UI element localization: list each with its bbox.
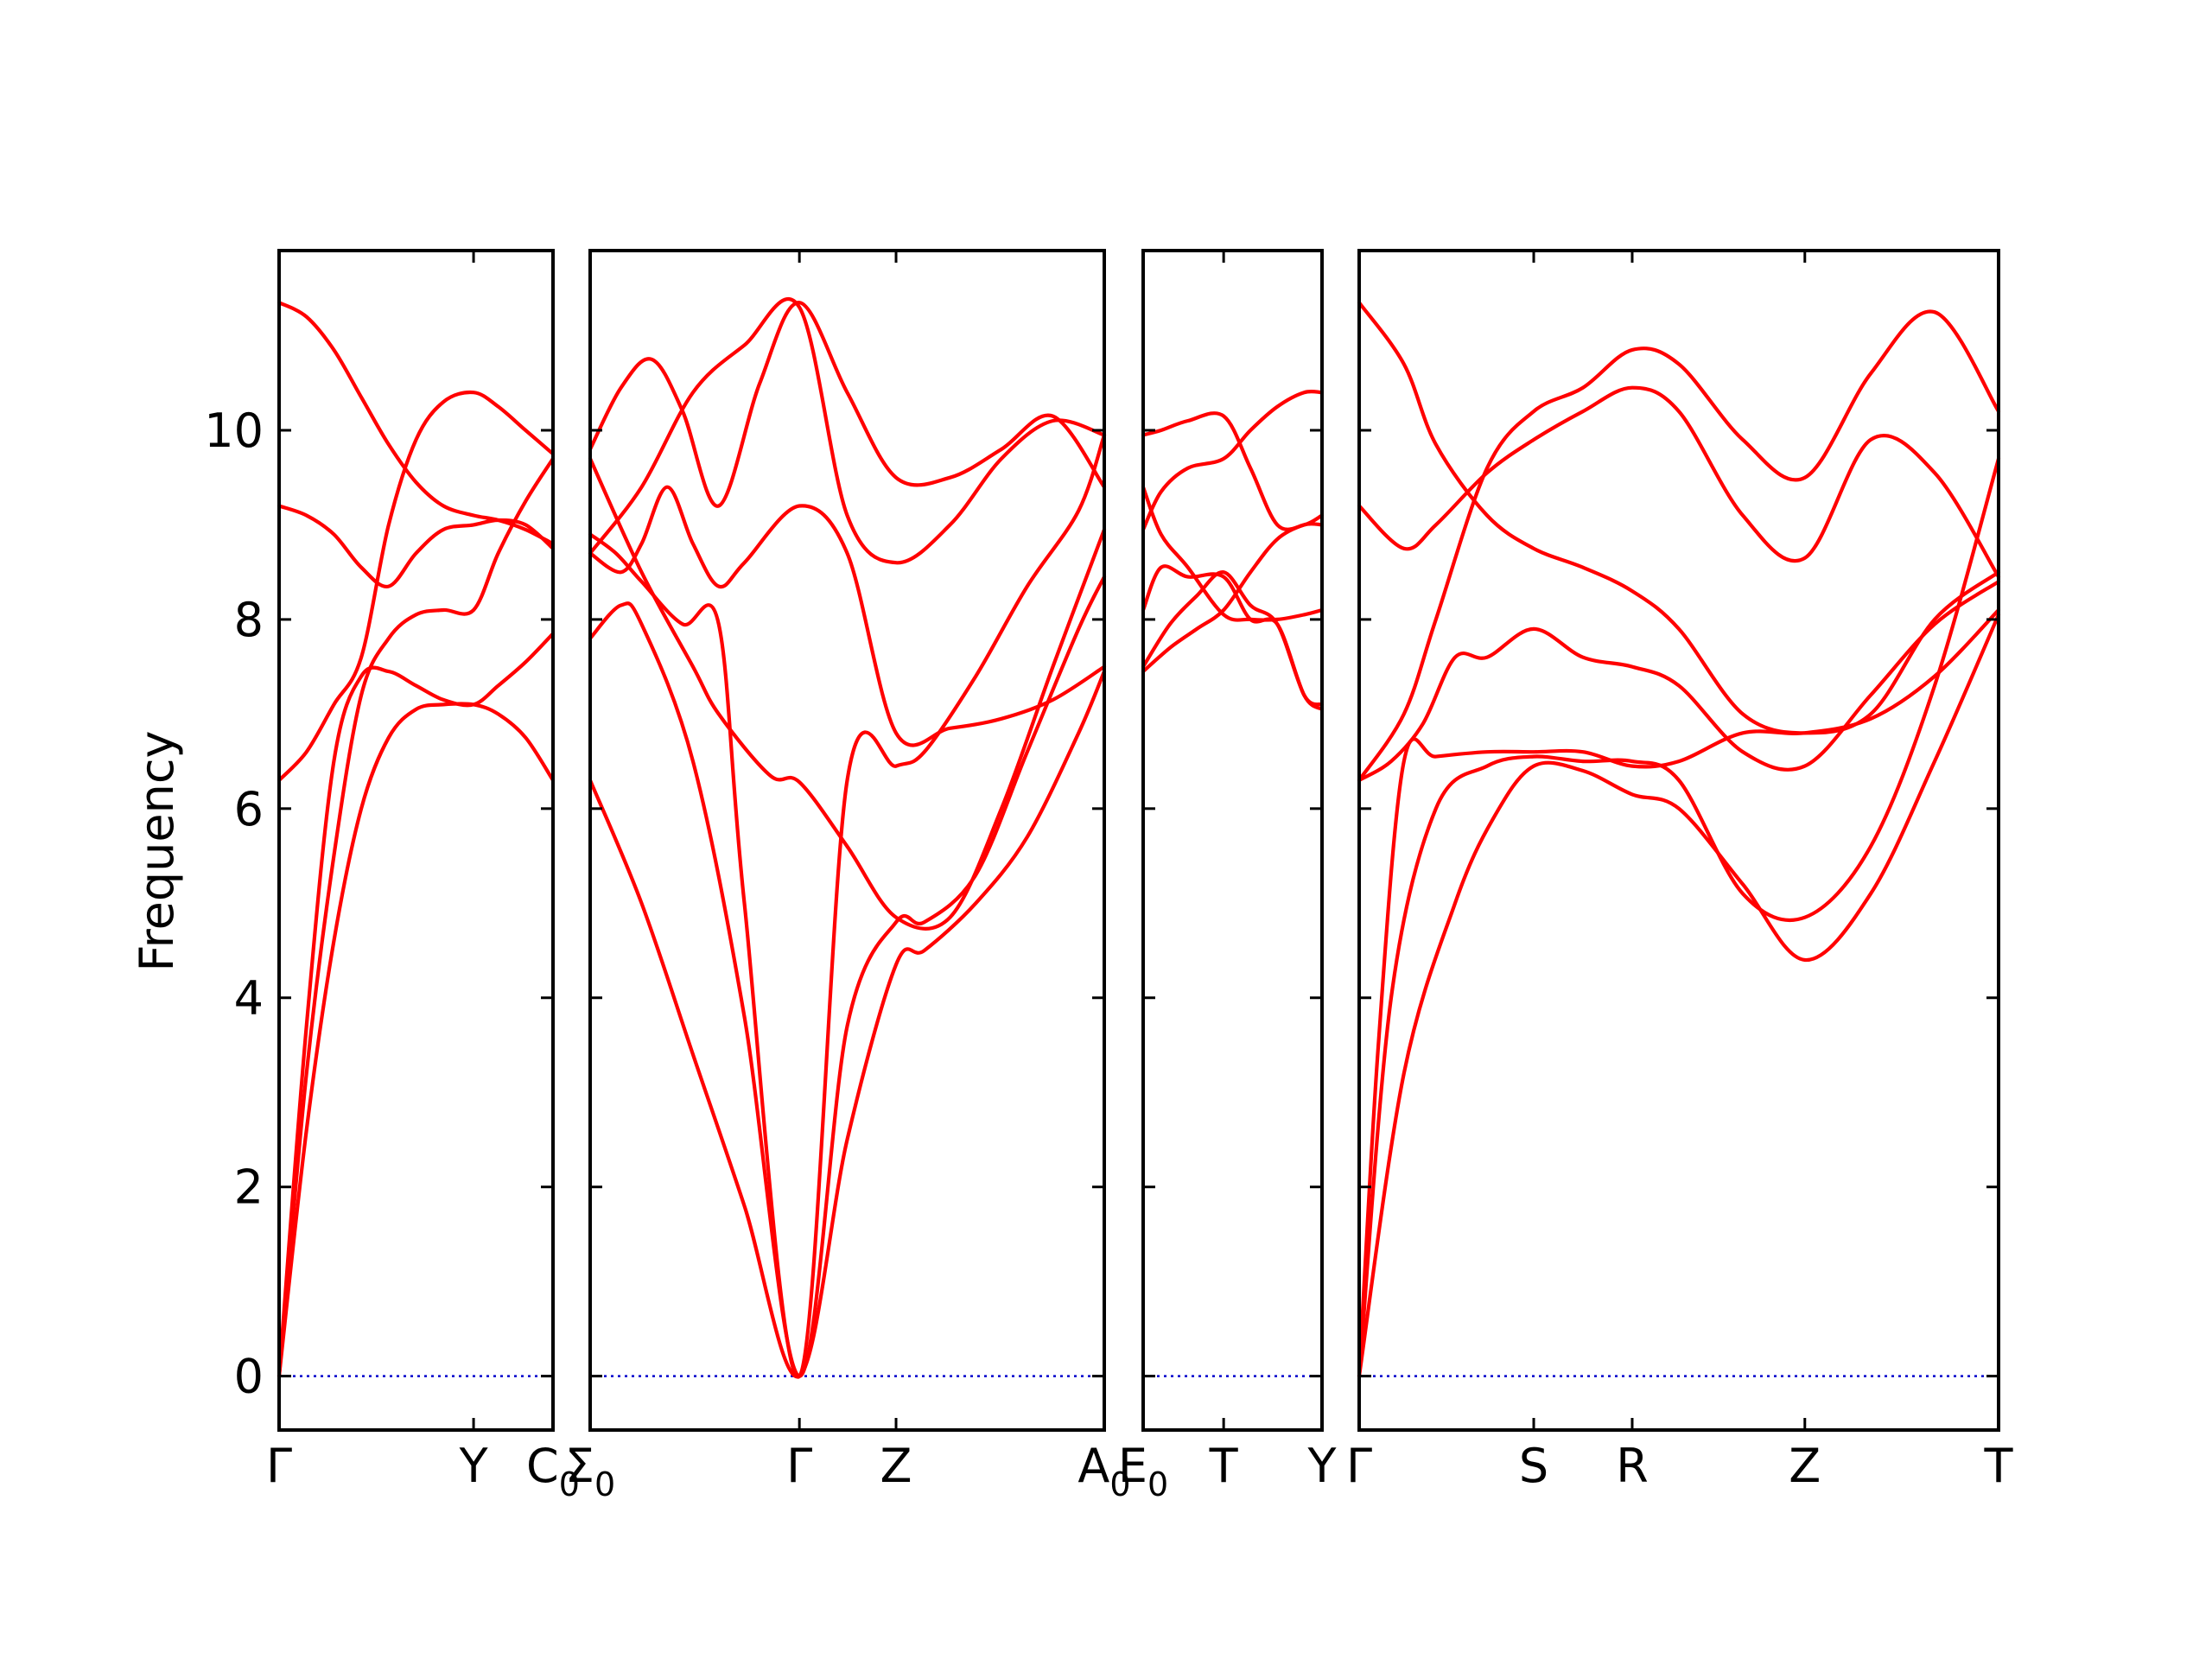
band-1 [276, 702, 556, 1378]
y-axis-label: Frequency [130, 731, 184, 972]
panel-3: E0 T Y [1118, 249, 1338, 1503]
band-5 [276, 504, 556, 588]
x-tick-label-subscript: 0 [1147, 1465, 1168, 1503]
band-1 [588, 670, 1107, 1379]
axes-frame [588, 249, 1106, 1432]
band-6 [1141, 564, 1325, 711]
axes-frame [277, 249, 555, 1432]
y-tick-label: 4 [234, 971, 264, 1026]
y-tick-label: 6 [234, 782, 264, 836]
x-tick-label: T [1984, 1439, 2014, 1493]
band-7 [588, 297, 1107, 565]
band-6 [1357, 301, 2001, 735]
x-tick-label: Y [1307, 1439, 1338, 1493]
band-5 [588, 485, 1107, 747]
y-tick-label: 8 [234, 593, 264, 647]
band-2 [588, 575, 1107, 1378]
band-3 [1141, 389, 1325, 531]
x-tick-label-subscript: 0 [1109, 1465, 1130, 1503]
band-2 [276, 456, 556, 1378]
x-tick-label: Z [880, 1439, 912, 1493]
band-4 [1357, 580, 2001, 783]
band-3 [1357, 607, 2001, 1378]
band-6 [276, 301, 556, 546]
band-6 [588, 301, 1107, 508]
x-tick-label: S [1519, 1439, 1548, 1493]
band-4 [1141, 485, 1325, 622]
band-4 [276, 390, 556, 783]
band-4 [588, 456, 1107, 931]
band-3 [588, 433, 1107, 1379]
y-tick-label: 10 [204, 404, 264, 458]
x-tick-label: Y [459, 1439, 489, 1493]
band-3 [276, 632, 556, 1378]
band-2 [1357, 456, 2001, 1378]
x-tick-label: R [1616, 1439, 1649, 1493]
x-tick-label: T [1209, 1439, 1239, 1493]
band-1 [1357, 613, 2001, 1378]
band-5 [1141, 411, 1325, 531]
axes-frame [1357, 249, 2000, 1432]
band-5 [1357, 385, 2001, 579]
x-tick-label-subscript: 0 [594, 1465, 615, 1503]
band-7 [1357, 309, 2001, 783]
y-tick-label: 2 [234, 1160, 264, 1215]
axes-frame [1141, 249, 1324, 1432]
x-tick-label: Γ [1346, 1439, 1372, 1493]
x-tick-label-subscript: 0 [559, 1465, 580, 1503]
y-tick-label: 0 [234, 1350, 264, 1404]
x-tick-label: Γ [266, 1439, 292, 1493]
x-tick-label: Z [1789, 1439, 1821, 1493]
x-tick-label: Γ [786, 1439, 812, 1493]
panel-2: Σ0 Γ Z A0 [565, 249, 1131, 1503]
